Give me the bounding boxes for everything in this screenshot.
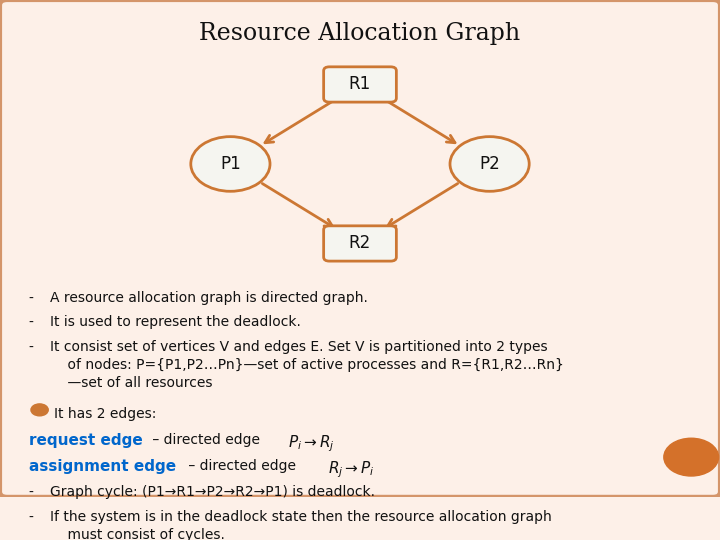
Text: -: - bbox=[29, 340, 38, 354]
Text: -: - bbox=[29, 485, 38, 499]
Text: -: - bbox=[29, 315, 38, 329]
FancyBboxPatch shape bbox=[0, 0, 720, 497]
Text: request edge: request edge bbox=[29, 433, 143, 448]
Circle shape bbox=[191, 137, 270, 191]
FancyBboxPatch shape bbox=[324, 226, 396, 261]
Circle shape bbox=[664, 438, 719, 476]
Text: $P_i\rightarrow R_j$: $P_i\rightarrow R_j$ bbox=[288, 433, 335, 454]
Text: A resource allocation graph is directed graph.: A resource allocation graph is directed … bbox=[50, 291, 368, 305]
Text: Resource Allocation Graph: Resource Allocation Graph bbox=[199, 22, 521, 45]
Circle shape bbox=[31, 404, 48, 416]
Text: – directed edge: – directed edge bbox=[148, 433, 264, 447]
FancyBboxPatch shape bbox=[324, 67, 396, 102]
Text: R2: R2 bbox=[349, 234, 371, 253]
Text: Graph cycle: (P1→R1→P2→R2→P1) is deadlock.: Graph cycle: (P1→R1→P2→R2→P1) is deadloc… bbox=[50, 485, 375, 499]
Text: assignment edge: assignment edge bbox=[29, 459, 176, 474]
Text: -: - bbox=[29, 291, 38, 305]
Circle shape bbox=[450, 137, 529, 191]
Text: – directed edge: – directed edge bbox=[184, 459, 300, 473]
Text: It is used to represent the deadlock.: It is used to represent the deadlock. bbox=[50, 315, 301, 329]
Text: R1: R1 bbox=[349, 76, 371, 93]
Text: $R_j\rightarrow P_i$: $R_j\rightarrow P_i$ bbox=[328, 459, 374, 480]
Text: P2: P2 bbox=[480, 155, 500, 173]
Text: -: - bbox=[29, 510, 38, 524]
Text: It consist set of vertices V and edges E. Set V is partitioned into 2 types
    : It consist set of vertices V and edges E… bbox=[50, 340, 564, 390]
Text: P1: P1 bbox=[220, 155, 240, 173]
Text: It has 2 edges:: It has 2 edges: bbox=[54, 407, 156, 421]
Text: If the system is in the deadlock state then the resource allocation graph
    mu: If the system is in the deadlock state t… bbox=[50, 510, 552, 540]
